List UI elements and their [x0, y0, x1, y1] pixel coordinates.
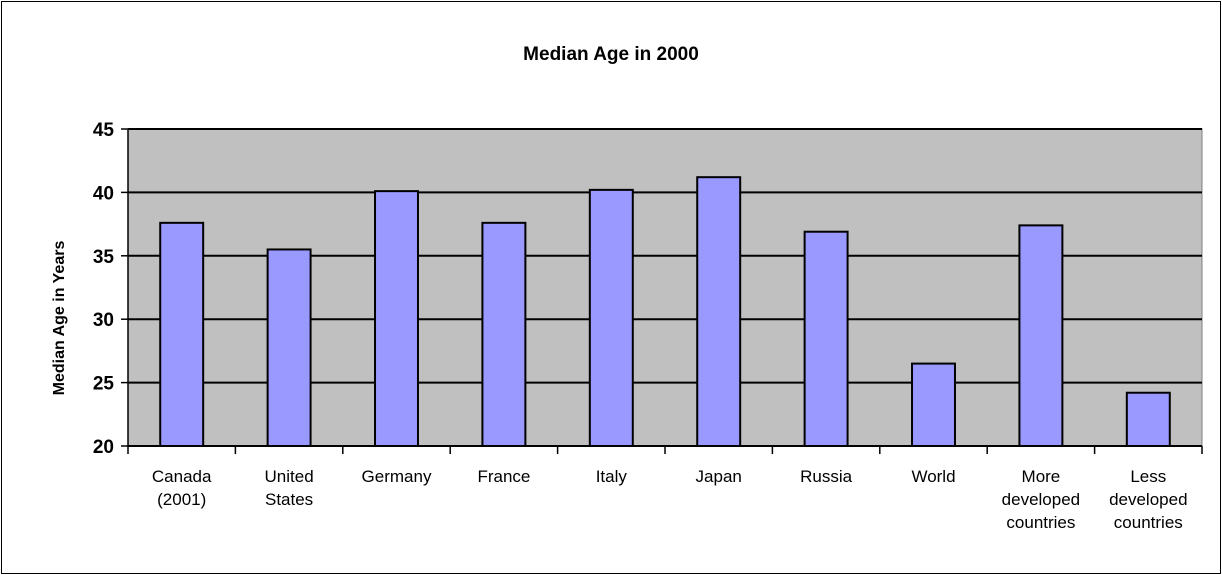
x-tick-label: Less developed countries — [1109, 467, 1187, 532]
x-tick-label: World — [911, 467, 955, 486]
x-tick-label: Germany — [362, 467, 432, 486]
y-tick-label: 35 — [93, 247, 115, 268]
x-tick-label: Canada (2001) — [152, 467, 212, 509]
bar — [266, 248, 312, 447]
bar — [1018, 224, 1064, 447]
bar — [481, 221, 527, 447]
y-tick-label: 40 — [93, 183, 114, 204]
x-tick-label: Japan — [696, 467, 742, 486]
x-tick-label: United States — [265, 467, 314, 509]
bar — [803, 230, 849, 447]
y-tick-label: 20 — [93, 437, 114, 458]
bar — [696, 176, 742, 448]
bar — [159, 221, 205, 447]
x-tick-label: Italy — [596, 467, 628, 486]
y-tick-label: 25 — [93, 374, 115, 395]
bar — [911, 362, 956, 447]
chart-title: Median Age in 2000 — [523, 44, 699, 65]
bar — [588, 188, 634, 447]
x-tick-label: Russia — [800, 467, 853, 486]
y-tick-label: 30 — [93, 310, 114, 331]
x-tick-label: More developed countries — [1002, 467, 1080, 532]
y-tick-label: 45 — [93, 120, 115, 141]
x-tick-label: France — [477, 467, 530, 486]
bar — [374, 190, 419, 447]
bar — [1125, 391, 1171, 447]
